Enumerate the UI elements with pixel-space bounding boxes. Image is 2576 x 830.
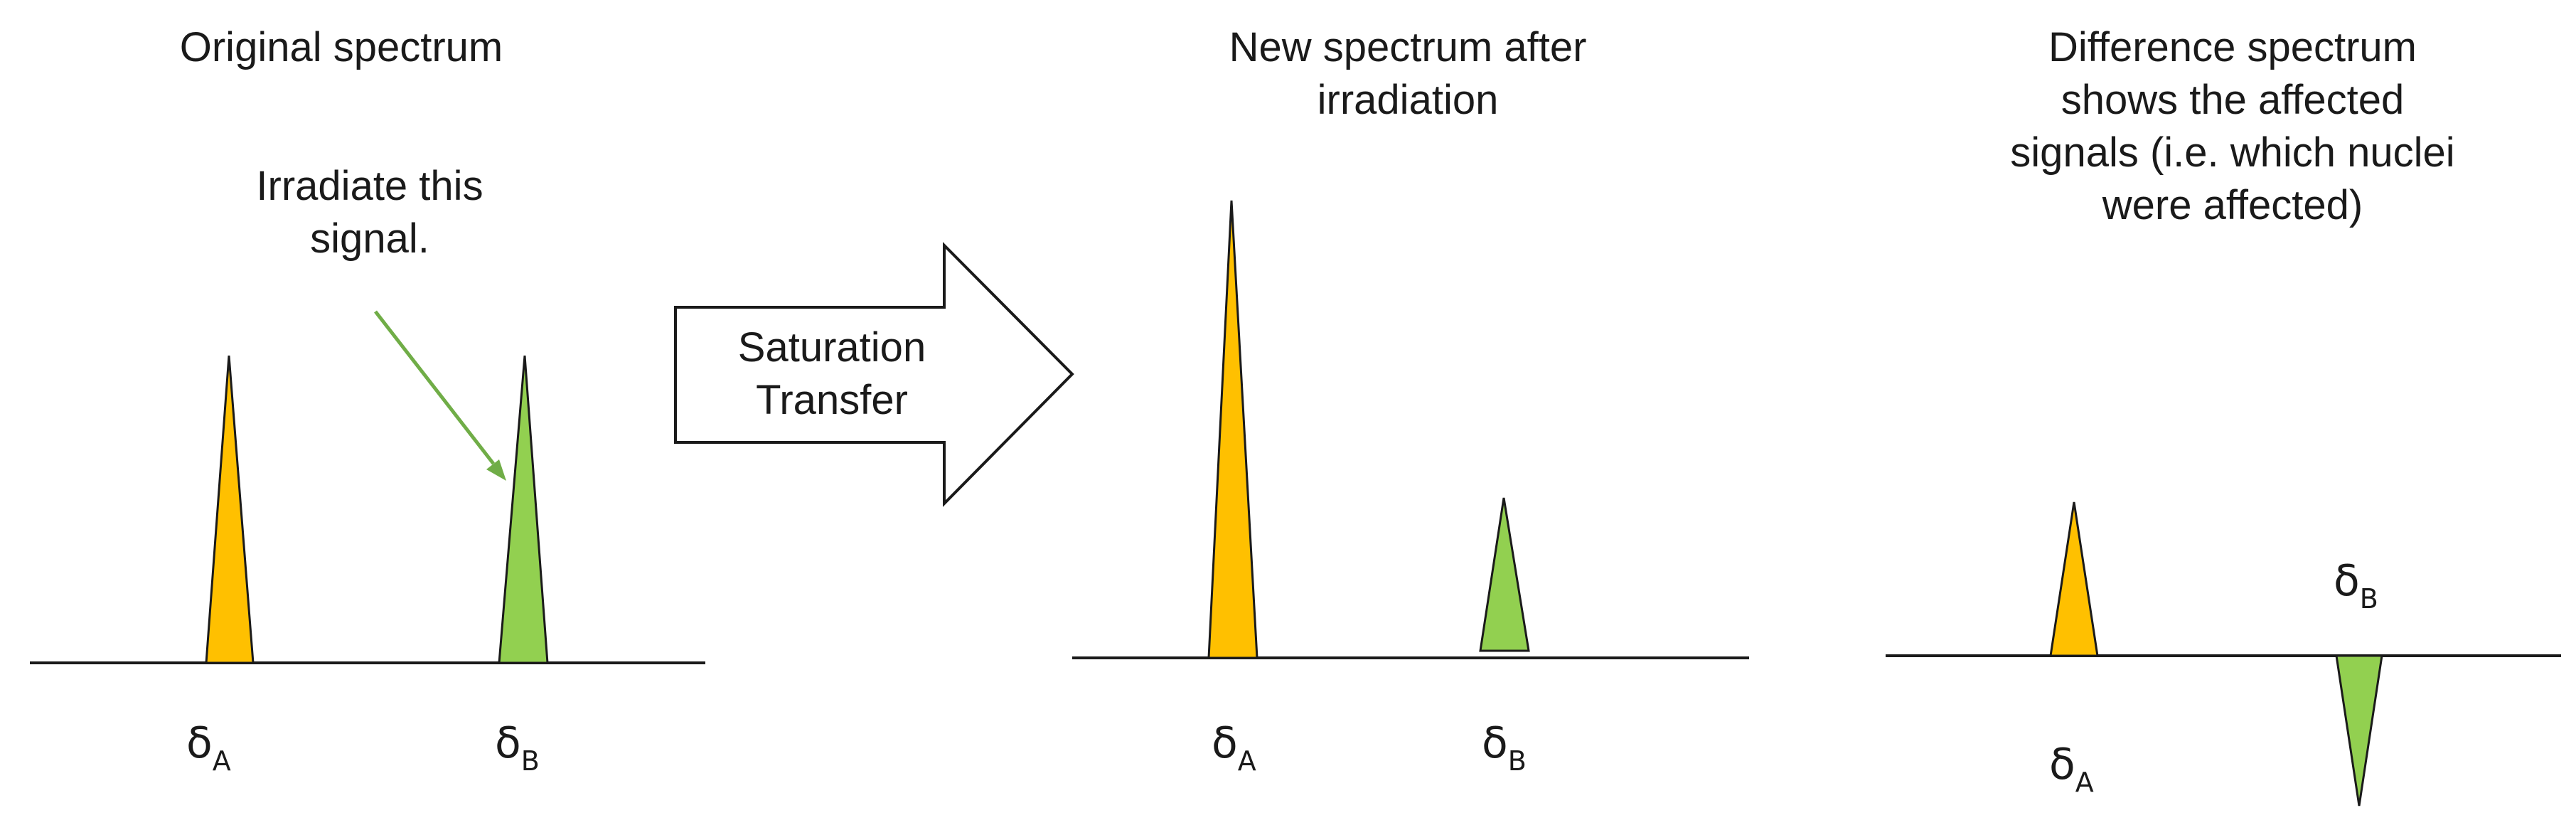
irradiation-pointer-arrowhead (486, 459, 506, 481)
difference-delta-a: δA (2049, 740, 2094, 798)
original-peak-b (498, 355, 549, 664)
difference-delta-b: δB (2334, 556, 2378, 614)
original-delta-a: δA (186, 718, 231, 777)
irradiate-note: Irradiate this signal. (256, 163, 483, 262)
original-peak-a (205, 355, 255, 664)
after-delta-a: δA (1212, 718, 1256, 777)
saturation-transfer-arrow (674, 242, 1074, 507)
difference-title: Difference spectrum shows the affected s… (2010, 24, 2455, 228)
after-peak-a (1207, 200, 1258, 659)
after-title: New spectrum after irradiation (1229, 24, 1587, 123)
original-delta-b: δB (495, 718, 540, 777)
original-title: Original spectrum (179, 24, 503, 70)
difference-peak-b-inverted (2335, 654, 2383, 807)
irradiation-pointer-arrow (374, 310, 495, 465)
after-peak-b (1479, 497, 1530, 652)
after-delta-b: δB (1482, 718, 1527, 777)
difference-peak-a (2049, 501, 2099, 657)
saturation-transfer-label: Saturation Transfer (737, 324, 926, 423)
